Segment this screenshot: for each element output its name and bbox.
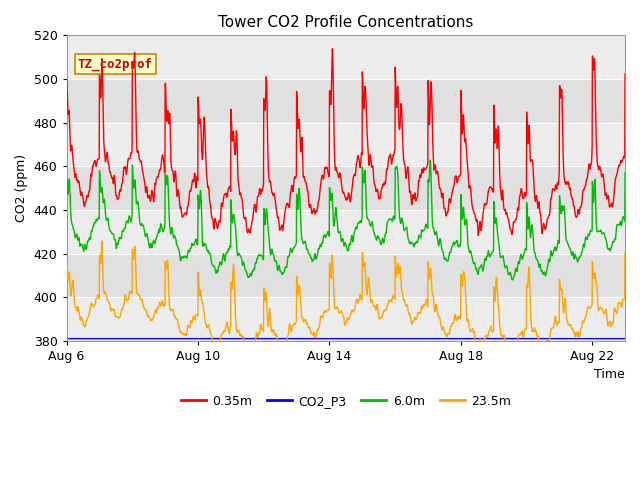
Bar: [67, 210, 625, 253]
Bar: [67, 36, 625, 79]
Title: Tower CO2 Profile Concentrations: Tower CO2 Profile Concentrations: [218, 15, 474, 30]
Y-axis label: CO2 (ppm): CO2 (ppm): [15, 154, 28, 222]
Bar: [67, 122, 625, 166]
Bar: [67, 297, 625, 341]
Legend: 0.35m, CO2_P3, 6.0m, 23.5m: 0.35m, CO2_P3, 6.0m, 23.5m: [176, 390, 516, 413]
X-axis label: Time: Time: [595, 368, 625, 382]
Text: TZ_co2prof: TZ_co2prof: [77, 58, 153, 71]
